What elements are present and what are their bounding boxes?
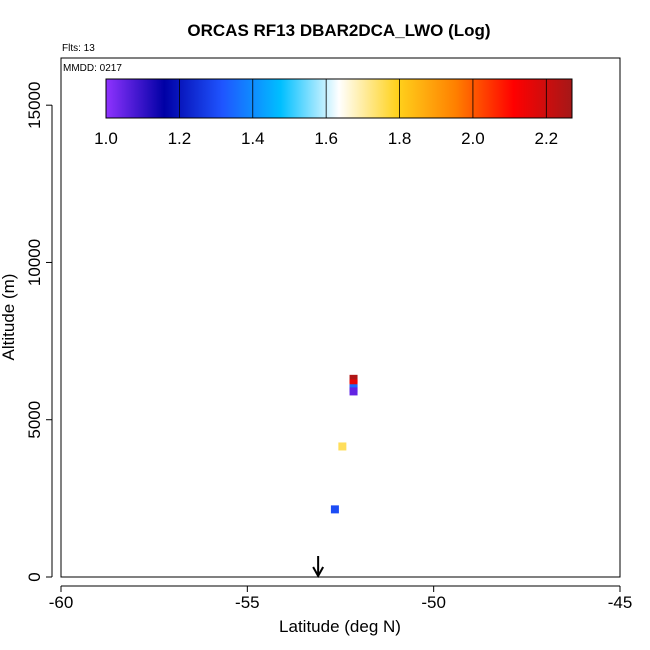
chart-title: ORCAS RF13 DBAR2DCA_LWO (Log) — [187, 21, 490, 40]
colorbar-tick-label: 1.6 — [314, 129, 338, 148]
data-point — [349, 374, 358, 383]
x-tick-label: -45 — [608, 593, 633, 612]
flights-label: Flts: 13 — [62, 43, 95, 54]
y-tick-label: 10000 — [25, 239, 44, 286]
data-point — [349, 387, 358, 396]
y-tick-label: 5000 — [25, 401, 44, 439]
latitude-marker — [312, 556, 325, 579]
date-label: MMDD: 0217 — [63, 63, 122, 74]
plot-frame — [60, 57, 621, 578]
data-point — [338, 442, 347, 451]
y-axis-label: Altitude (m) — [0, 274, 18, 361]
colorbar-tick-label: 2.0 — [461, 129, 485, 148]
colorbar-tick-label: 2.2 — [534, 129, 558, 148]
data-points — [330, 374, 358, 514]
axes: -60 -55 -50 -45 0 5000 10000 15000 — [25, 82, 632, 612]
data-point — [330, 505, 339, 514]
colorbar-tick-label: 1.8 — [388, 129, 412, 148]
x-tick-label: -55 — [235, 593, 260, 612]
x-tick-label: -50 — [421, 593, 446, 612]
colorbar-tick-label: 1.2 — [168, 129, 192, 148]
x-tick-label: -60 — [49, 593, 74, 612]
colorbar-gradient — [105, 78, 573, 119]
data-point — [349, 379, 358, 388]
colorbar: 1.0 1.2 1.4 1.6 1.8 2.0 2.2 — [94, 78, 573, 148]
y-tick-label: 15000 — [25, 82, 44, 129]
colorbar-tick-label: 1.0 — [94, 129, 118, 148]
y-tick-label: 0 — [25, 572, 44, 581]
colorbar-tick-label: 1.4 — [241, 129, 265, 148]
arrow-head — [312, 566, 325, 579]
x-axis-label: Latitude (deg N) — [279, 617, 401, 636]
